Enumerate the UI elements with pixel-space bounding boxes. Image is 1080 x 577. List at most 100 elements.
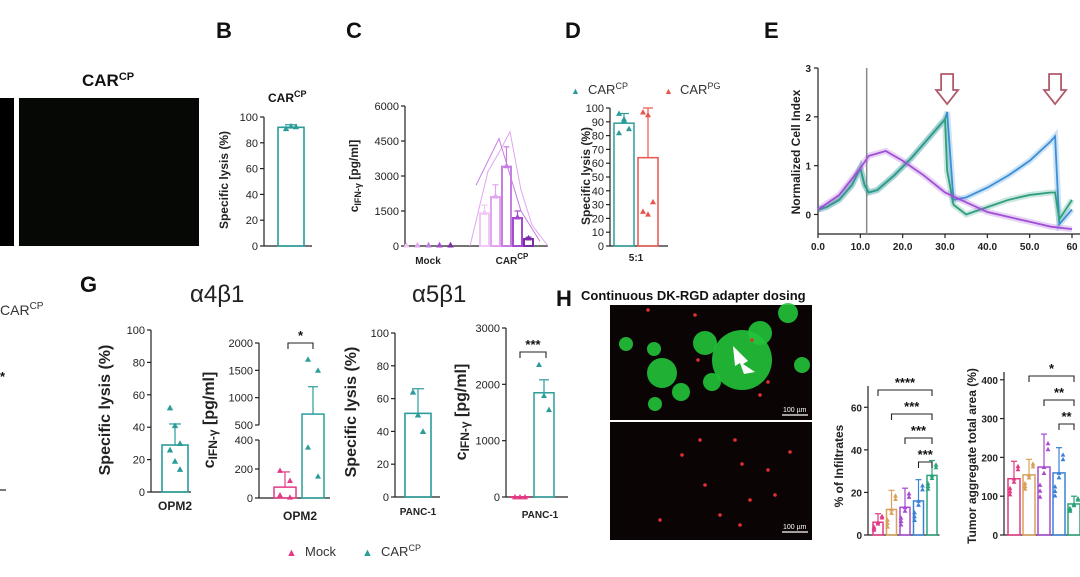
data-point — [1030, 461, 1036, 466]
y-tick-label: 100 — [127, 325, 145, 337]
data-point — [512, 494, 518, 500]
data-point — [1011, 476, 1017, 481]
data-point — [282, 125, 290, 132]
legend-marker-car-cp-g: ▲ — [362, 547, 373, 559]
red-cell — [740, 462, 744, 466]
y-tick-label: 0 — [856, 531, 862, 542]
data-point — [898, 522, 904, 527]
significance-label: * — [298, 328, 304, 343]
data-point — [889, 507, 894, 512]
arrow-down-icon — [1042, 73, 1068, 106]
panel-f-microscopy: CARCP — [0, 71, 199, 246]
red-cell — [658, 518, 662, 522]
chart-b-plot: 0 20 40 60 80 100 Specific lysis (%) — [217, 112, 312, 253]
data-point — [640, 208, 646, 214]
panel-label-h: H — [556, 286, 572, 311]
significance-bracket — [1058, 423, 1075, 430]
y-tick-label: 80 — [133, 357, 145, 369]
red-cell — [766, 468, 770, 472]
y-tick-label: 90 — [592, 117, 604, 129]
y-axis-label: Normalized Cell Index — [789, 89, 803, 214]
data-point — [481, 209, 488, 215]
significance-bracket — [904, 437, 933, 444]
data-point — [1007, 488, 1013, 494]
data-point — [1045, 446, 1051, 452]
y-tick-label: 0 — [393, 241, 399, 253]
y-tick-label: 100 — [586, 103, 604, 115]
data-point — [425, 241, 432, 248]
significance-label: *** — [911, 423, 927, 438]
x-tick-label: 30.0 — [935, 242, 955, 253]
data-point — [1015, 466, 1021, 472]
y-tick-label: 60 — [851, 403, 863, 414]
data-point — [871, 524, 877, 529]
data-point — [171, 458, 179, 464]
significance-bracket — [917, 461, 933, 468]
data-point — [902, 508, 908, 513]
y-axis-label: Specific lysis (%) — [343, 347, 360, 478]
data-point — [1067, 505, 1073, 511]
data-point — [171, 422, 179, 429]
bar — [501, 165, 512, 248]
x-tick-label: 60 — [1066, 242, 1078, 253]
data-point — [933, 462, 939, 467]
green-cluster — [778, 303, 798, 323]
chart-g4-plot: 0 1000 2000 3000 cIFN-γ [pg/ml] *** PANC-1 — [453, 323, 568, 521]
y-tick-label: 2 — [805, 113, 811, 124]
data-point — [514, 213, 521, 220]
bar — [533, 392, 555, 498]
y-tick-label: 1500 — [375, 206, 399, 218]
panel-g-legend: ▲ Mock ▲ CARCP — [286, 543, 421, 559]
green-cluster — [794, 357, 810, 373]
y-tick-label: 60 — [246, 164, 258, 176]
panel-b: B CARCP 0 20 40 60 80 100 Specific lysis (%) — [216, 18, 312, 253]
panel-label-c: C — [346, 18, 362, 43]
bar — [613, 122, 635, 247]
x-category-label: Mock — [415, 256, 441, 267]
significance-label: ** — [1054, 385, 1065, 400]
y-tick-label: 10 — [592, 227, 604, 239]
data-point — [287, 122, 295, 129]
panel-label-b: B — [216, 18, 232, 43]
data-point — [929, 475, 935, 481]
data-point — [925, 483, 931, 489]
x-category-label: OPM2 — [158, 499, 192, 513]
green-cluster — [648, 397, 662, 411]
red-cell — [738, 523, 742, 527]
bar — [161, 444, 189, 493]
y-tick-label: 70 — [592, 144, 604, 156]
legend-marker-car-pg: ▲ — [664, 86, 673, 96]
data-point — [1052, 484, 1058, 489]
y-tick-label: 1000 — [476, 436, 500, 448]
y-tick-label: 400 — [235, 435, 253, 447]
data-point — [277, 467, 283, 473]
data-point — [1045, 440, 1051, 446]
data-point — [1030, 464, 1036, 469]
green-cluster — [647, 358, 677, 388]
legend-car-cp-g: CARCP — [381, 543, 421, 559]
y-tick-label: 20 — [851, 488, 863, 499]
data-point — [875, 519, 881, 525]
data-point — [409, 388, 417, 395]
green-cluster — [748, 321, 772, 345]
legend-mock: Mock — [305, 544, 337, 559]
x-category-label: OPM2 — [283, 509, 317, 523]
scale-label-top: 100 µm — [783, 407, 807, 414]
data-point — [1060, 452, 1066, 457]
data-point — [1052, 488, 1058, 493]
red-cell — [696, 358, 700, 362]
data-point — [1060, 456, 1066, 462]
legend-marker-car-cp: ▲ — [571, 86, 580, 96]
data-point — [885, 517, 890, 522]
data-point — [492, 192, 499, 199]
data-point — [893, 496, 898, 502]
data-point — [1007, 485, 1013, 491]
x-category-label: PANC-1 — [400, 507, 437, 518]
red-cell — [758, 393, 762, 397]
y-axis-label: cIFN-γ [pg/ml] — [347, 140, 363, 213]
series-line — [817, 150, 1073, 231]
trend-line — [475, 137, 541, 242]
